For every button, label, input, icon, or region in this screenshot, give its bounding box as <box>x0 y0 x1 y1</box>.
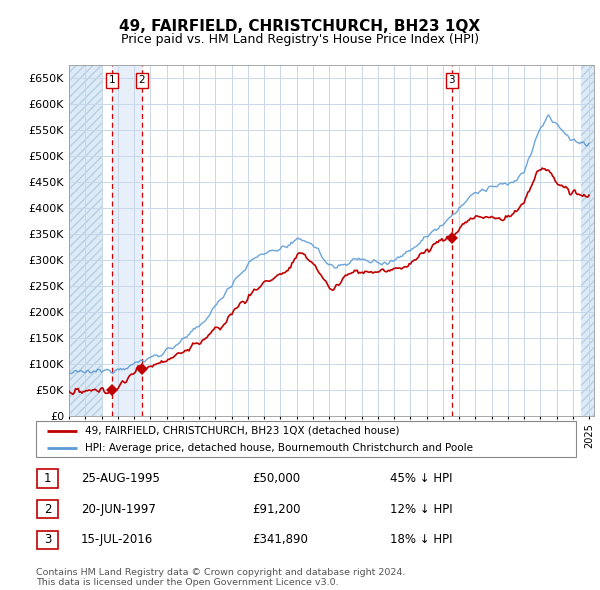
Text: £91,200: £91,200 <box>252 503 301 516</box>
Text: 3: 3 <box>448 76 455 86</box>
Text: 49, FAIRFIELD, CHRISTCHURCH, BH23 1QX: 49, FAIRFIELD, CHRISTCHURCH, BH23 1QX <box>119 19 481 34</box>
Bar <box>581 65 594 416</box>
Text: Contains HM Land Registry data © Crown copyright and database right 2024.
This d: Contains HM Land Registry data © Crown c… <box>36 568 406 587</box>
Text: 2: 2 <box>44 503 51 516</box>
Text: 1: 1 <box>44 472 51 485</box>
FancyBboxPatch shape <box>36 421 576 457</box>
FancyBboxPatch shape <box>37 531 58 549</box>
Text: 1: 1 <box>109 76 115 86</box>
Text: 49, FAIRFIELD, CHRISTCHURCH, BH23 1QX (detached house): 49, FAIRFIELD, CHRISTCHURCH, BH23 1QX (d… <box>85 425 399 435</box>
FancyBboxPatch shape <box>37 500 58 518</box>
Text: 20-JUN-1997: 20-JUN-1997 <box>81 503 156 516</box>
Text: 12% ↓ HPI: 12% ↓ HPI <box>390 503 452 516</box>
Text: 3: 3 <box>44 533 51 546</box>
Text: Price paid vs. HM Land Registry's House Price Index (HPI): Price paid vs. HM Land Registry's House … <box>121 33 479 46</box>
Text: 25-AUG-1995: 25-AUG-1995 <box>81 472 160 485</box>
FancyBboxPatch shape <box>37 470 58 487</box>
Text: 15-JUL-2016: 15-JUL-2016 <box>81 533 153 546</box>
Text: £50,000: £50,000 <box>252 472 300 485</box>
Text: 2: 2 <box>139 76 145 86</box>
Text: 45% ↓ HPI: 45% ↓ HPI <box>390 472 452 485</box>
Text: 18% ↓ HPI: 18% ↓ HPI <box>390 533 452 546</box>
Text: £341,890: £341,890 <box>252 533 308 546</box>
Text: HPI: Average price, detached house, Bournemouth Christchurch and Poole: HPI: Average price, detached house, Bour… <box>85 443 473 453</box>
Bar <box>69 65 101 416</box>
Bar <box>112 65 142 416</box>
